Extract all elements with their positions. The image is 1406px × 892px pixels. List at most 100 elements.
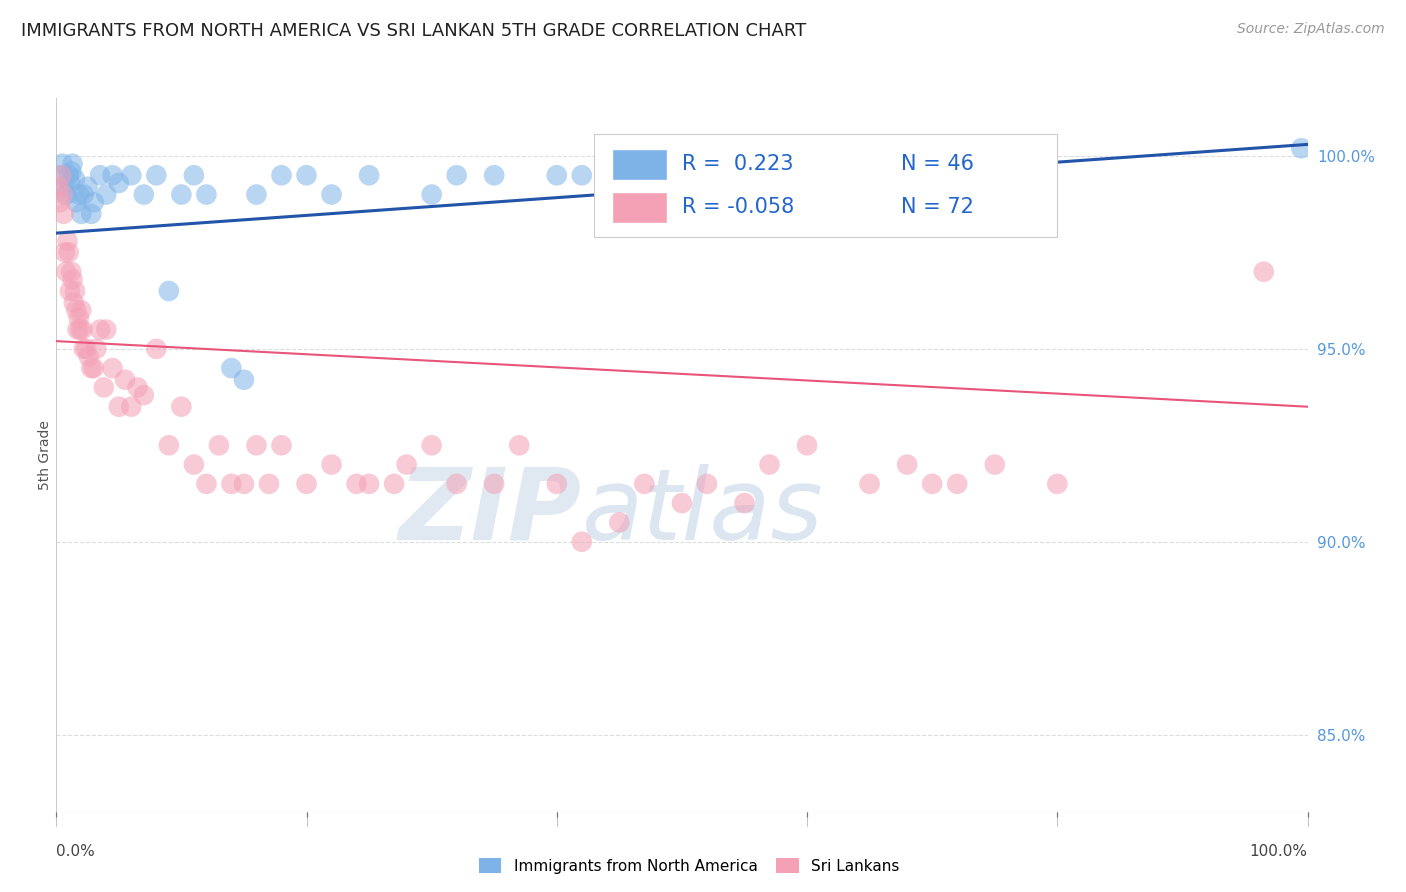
Text: Source: ZipAtlas.com: Source: ZipAtlas.com xyxy=(1237,22,1385,37)
Point xyxy=(571,168,593,182)
Text: ZIP: ZIP xyxy=(399,464,582,560)
Point xyxy=(208,438,231,452)
Point xyxy=(508,438,530,452)
Point xyxy=(270,168,292,182)
Text: IMMIGRANTS FROM NORTH AMERICA VS SRI LANKAN 5TH GRADE CORRELATION CHART: IMMIGRANTS FROM NORTH AMERICA VS SRI LAN… xyxy=(21,22,806,40)
Point xyxy=(55,265,77,279)
Point xyxy=(295,168,318,182)
Point xyxy=(83,195,105,210)
Point xyxy=(796,438,818,452)
Point xyxy=(546,168,568,182)
Point xyxy=(859,476,882,491)
Point xyxy=(696,476,718,491)
Point xyxy=(321,187,343,202)
Point xyxy=(60,164,83,178)
Point xyxy=(1253,265,1275,279)
Point xyxy=(59,284,82,298)
Point xyxy=(56,234,79,248)
Point xyxy=(52,179,75,194)
Point xyxy=(75,342,97,356)
Point xyxy=(321,458,343,472)
Point xyxy=(77,350,100,364)
Point xyxy=(62,295,84,310)
Point xyxy=(49,195,72,210)
Point xyxy=(758,458,780,472)
Point xyxy=(484,168,506,182)
Point xyxy=(62,272,84,286)
Point xyxy=(420,438,443,452)
Point xyxy=(671,168,693,182)
Point xyxy=(60,265,83,279)
Point xyxy=(157,438,180,452)
Point xyxy=(257,476,280,491)
Point xyxy=(671,496,693,510)
Point xyxy=(51,157,73,171)
Point xyxy=(195,187,218,202)
Point xyxy=(52,207,75,221)
Point xyxy=(446,168,468,182)
Point xyxy=(72,322,94,336)
Point xyxy=(1046,476,1069,491)
Point xyxy=(48,179,70,194)
Point xyxy=(120,400,142,414)
Point xyxy=(170,400,193,414)
Point xyxy=(63,284,86,298)
Text: R =  0.223: R = 0.223 xyxy=(682,154,793,175)
Point xyxy=(183,168,205,182)
FancyBboxPatch shape xyxy=(612,192,666,223)
Point xyxy=(58,168,80,182)
Point xyxy=(157,284,180,298)
Point xyxy=(446,476,468,491)
Point xyxy=(221,476,243,491)
Point xyxy=(51,168,73,182)
Point xyxy=(127,380,149,394)
Point xyxy=(609,516,631,530)
Point xyxy=(346,476,368,491)
Point xyxy=(63,172,86,186)
Point xyxy=(80,361,103,376)
Point xyxy=(67,310,90,325)
Point xyxy=(73,187,96,202)
Point xyxy=(70,207,93,221)
Point xyxy=(984,458,1007,472)
Point xyxy=(67,187,90,202)
Point xyxy=(270,438,292,452)
FancyBboxPatch shape xyxy=(595,134,1057,237)
Point xyxy=(65,303,87,318)
Point xyxy=(233,476,256,491)
Point xyxy=(796,168,818,182)
Text: R = -0.058: R = -0.058 xyxy=(682,197,794,218)
Point xyxy=(132,388,155,402)
Point xyxy=(571,534,593,549)
Point xyxy=(546,476,568,491)
Point xyxy=(183,458,205,472)
Point xyxy=(69,322,91,336)
Point xyxy=(484,476,506,491)
Point xyxy=(633,476,655,491)
Point xyxy=(83,361,105,376)
Text: 0.0%: 0.0% xyxy=(56,844,96,859)
Point xyxy=(58,245,80,260)
Point xyxy=(395,458,418,472)
Point xyxy=(734,496,756,510)
Point xyxy=(96,187,118,202)
Point xyxy=(53,245,76,260)
Point xyxy=(93,380,115,394)
Point xyxy=(65,195,87,210)
Point xyxy=(70,303,93,318)
Point xyxy=(76,179,98,194)
Point xyxy=(859,168,882,182)
Text: 100.0%: 100.0% xyxy=(1250,844,1308,859)
Point xyxy=(734,168,756,182)
Legend: Immigrants from North America, Sri Lankans: Immigrants from North America, Sri Lanka… xyxy=(472,852,905,880)
Point xyxy=(620,168,643,182)
Point xyxy=(84,342,107,356)
Point xyxy=(101,168,124,182)
Point xyxy=(108,176,131,190)
Point xyxy=(382,476,405,491)
Point xyxy=(59,176,82,190)
Y-axis label: 5th Grade: 5th Grade xyxy=(38,420,52,490)
Point xyxy=(195,476,218,491)
Point xyxy=(921,476,943,491)
Point xyxy=(233,373,256,387)
